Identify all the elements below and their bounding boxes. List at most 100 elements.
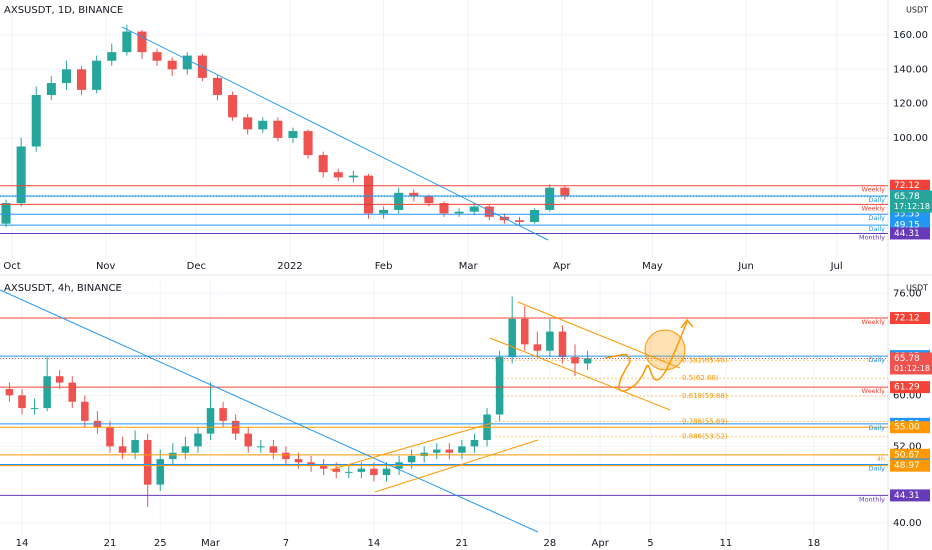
candle-body [18, 395, 26, 409]
candle-body [319, 465, 328, 469]
price-tag [890, 459, 930, 472]
countdown-label: 01:12:18 [894, 364, 930, 373]
price-tag-label: 72.12 [894, 181, 920, 191]
x-tick-label: 25 [154, 538, 167, 549]
candle-body [137, 31, 147, 53]
candle-body [152, 52, 162, 61]
candle-body [583, 358, 592, 364]
y-tick-label: 60.00 [893, 390, 922, 401]
level-note: Weekly [862, 387, 886, 395]
unit-label: USDT [906, 6, 928, 15]
candle-body [514, 220, 525, 222]
candle-body [433, 449, 441, 453]
candle-body [571, 357, 579, 364]
fib-label: 0.382(65.48) [682, 356, 728, 364]
projection-arrow [680, 318, 694, 329]
level-note: Monthly [859, 495, 885, 503]
x-tick-label: 21 [104, 538, 117, 549]
candle-body [445, 449, 454, 453]
candle-body [81, 401, 89, 421]
candle-body [332, 468, 340, 472]
price-tag [890, 227, 930, 240]
candle-body [530, 209, 540, 222]
price-tag-label: 55.00 [894, 423, 920, 433]
panel-title: AXSUSDT, 4h, BINANCE [4, 283, 122, 294]
fib-label: 0.618(59.88) [682, 392, 728, 400]
price-tag-label: 44.31 [894, 491, 920, 501]
level-note: Daily [869, 225, 886, 233]
candle-body [43, 376, 51, 409]
y-tick-label: 52.00 [893, 441, 922, 452]
candle-body [143, 439, 152, 485]
level-note: Daily [869, 196, 886, 204]
x-tick-label: Apr [553, 261, 571, 272]
candle-body [439, 203, 449, 214]
panel [0, 0, 888, 258]
candle-body [303, 131, 313, 156]
x-tick-label: Jun [737, 261, 754, 272]
price-tag-label: 72.12 [894, 314, 920, 324]
candle-body [533, 344, 542, 351]
candle-body [30, 408, 39, 410]
countdown-label: 17:12:18 [894, 202, 930, 211]
candle-body [122, 31, 132, 53]
x-tick-label: 21 [456, 538, 469, 549]
price-tag [890, 381, 930, 394]
x-tick-label: Dec [187, 261, 206, 272]
candle-body [219, 408, 227, 421]
level-note: Daily [869, 424, 886, 432]
candle-body [470, 439, 479, 447]
candle-body [357, 468, 366, 472]
candle-body [16, 146, 26, 204]
level-note: Daily [869, 465, 886, 473]
level-note: Daily [869, 356, 886, 364]
candle-body [269, 446, 278, 453]
candle-body [294, 459, 303, 463]
channel-line [374, 439, 539, 493]
candle-body [194, 433, 202, 447]
candle-body [131, 439, 139, 453]
y-tick-label: 40.00 [893, 518, 922, 529]
candle-body [458, 446, 466, 453]
fib-label: 0.886(53.52) [682, 433, 728, 441]
candle-body [243, 117, 253, 130]
candle-body [273, 120, 283, 138]
current-price-label: 65.78 [894, 192, 920, 202]
candle-body [5, 388, 14, 396]
x-tick-label: Mar [459, 261, 479, 272]
candle-body [495, 357, 504, 415]
fib-label: 0.786(55.89) [682, 418, 728, 426]
channel-line [329, 422, 493, 471]
price-tag [890, 489, 930, 502]
candle-body [181, 446, 190, 453]
candle-body [520, 318, 529, 345]
candle-body [46, 83, 56, 96]
unit-label: USDT [906, 284, 928, 293]
candle-body [77, 69, 87, 90]
candle-body [258, 120, 268, 130]
panel [0, 278, 888, 535]
candle-body [68, 382, 77, 402]
candle-body [484, 206, 494, 217]
candle-body [394, 192, 404, 210]
price-tag-label: 49.15 [894, 221, 920, 231]
x-tick-label: Mar [201, 538, 221, 549]
candle-body [545, 187, 555, 210]
candle-body [560, 187, 570, 197]
y-tick-label: 140.00 [893, 64, 928, 75]
y-tick-label: 76.00 [893, 288, 922, 299]
fib-label: 0.5(62.68) [682, 374, 719, 382]
candle-body [156, 459, 165, 485]
x-tick-label: Apr [592, 538, 610, 549]
price-tag [890, 312, 930, 325]
x-tick-label: 7 [283, 538, 289, 549]
x-tick-label: 28 [544, 538, 557, 549]
x-tick-label: Jul [830, 261, 843, 272]
channel-line [489, 337, 671, 411]
x-tick-label: 11 [719, 538, 732, 549]
candle-body [409, 192, 419, 197]
level-note: Weekly [862, 204, 886, 212]
current-price-label: 65.78 [894, 354, 920, 364]
candle-body [420, 452, 428, 456]
